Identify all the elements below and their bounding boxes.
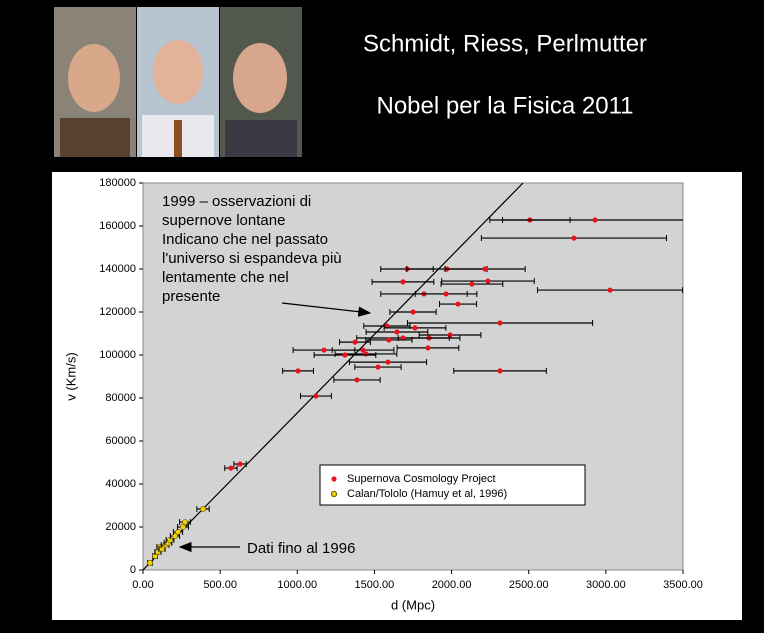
point bbox=[237, 461, 243, 467]
annotation: Dati fino al 1996 bbox=[247, 540, 355, 557]
annotation: l'universo si espandeva più bbox=[162, 250, 342, 267]
point bbox=[469, 281, 475, 287]
annotation: supernove lontane bbox=[162, 212, 285, 229]
x-tick-label: 3500.00 bbox=[663, 579, 703, 591]
point bbox=[400, 279, 406, 285]
photos bbox=[54, 7, 302, 157]
point bbox=[485, 278, 491, 284]
tie bbox=[174, 120, 182, 157]
point bbox=[571, 235, 577, 241]
legend-label: Calan/Tololo (Hamuy et al, 1996) bbox=[347, 488, 507, 500]
point bbox=[425, 345, 431, 351]
x-tick-label: 1500.00 bbox=[355, 579, 395, 591]
point bbox=[394, 329, 400, 335]
shirt bbox=[225, 120, 297, 157]
legend-label: Supernova Cosmology Project bbox=[347, 473, 496, 485]
shirt bbox=[60, 118, 130, 157]
slide-title: Schmidt, Riess, Perlmutter bbox=[363, 30, 647, 57]
x-tick-label: 2500.00 bbox=[509, 579, 549, 591]
y-axis-label: v (Km/s) bbox=[63, 352, 78, 400]
annotation: Indicano che nel passato bbox=[162, 231, 328, 248]
y-tick-label: 120000 bbox=[99, 306, 136, 318]
point bbox=[321, 347, 327, 353]
y-tick-label: 160000 bbox=[99, 220, 136, 232]
point bbox=[455, 301, 461, 307]
point bbox=[342, 352, 348, 358]
y-tick-label: 180000 bbox=[99, 177, 136, 189]
point bbox=[410, 309, 416, 315]
y-tick-label: 60000 bbox=[105, 435, 136, 447]
y-tick-label: 140000 bbox=[99, 263, 136, 275]
point bbox=[147, 560, 153, 566]
face bbox=[68, 44, 120, 112]
point bbox=[175, 529, 181, 535]
point bbox=[385, 359, 391, 365]
point bbox=[295, 368, 301, 374]
point bbox=[482, 266, 488, 272]
y-tick-label: 100000 bbox=[99, 349, 136, 361]
point bbox=[400, 335, 406, 341]
point bbox=[443, 291, 449, 297]
point bbox=[384, 323, 390, 329]
point bbox=[200, 506, 206, 512]
point bbox=[182, 519, 188, 525]
point bbox=[313, 393, 319, 399]
point bbox=[354, 377, 360, 383]
y-tick-label: 80000 bbox=[105, 392, 136, 404]
slide-subtitle: Nobel per la Fisica 2011 bbox=[376, 92, 633, 119]
annotation: presente bbox=[162, 288, 220, 305]
x-axis-label: d (Mpc) bbox=[391, 597, 435, 612]
point bbox=[447, 332, 453, 338]
point bbox=[352, 339, 358, 345]
marks bbox=[143, 183, 683, 570]
point bbox=[592, 217, 598, 223]
y-tick-label: 0 bbox=[130, 564, 136, 576]
point bbox=[180, 524, 186, 530]
x-tick-label: 3000.00 bbox=[586, 579, 626, 591]
annotation-arrow bbox=[281, 302, 372, 317]
legend-marker bbox=[330, 490, 338, 498]
point bbox=[159, 546, 165, 552]
y-tick-label: 40000 bbox=[105, 478, 136, 490]
point bbox=[375, 364, 381, 370]
point bbox=[497, 320, 503, 326]
y-tick-label: 20000 bbox=[105, 521, 136, 533]
annotation: 1999 – osservazioni di bbox=[162, 193, 311, 210]
face bbox=[233, 43, 287, 113]
annotation: lentamente che nel bbox=[162, 269, 289, 286]
x-tick-label: 0.00 bbox=[132, 579, 153, 591]
x-tick-label: 2000.00 bbox=[432, 579, 472, 591]
point bbox=[360, 347, 366, 353]
point bbox=[412, 325, 418, 331]
point bbox=[363, 351, 369, 357]
x-tick-label: 1000.00 bbox=[277, 579, 317, 591]
fit-line bbox=[143, 183, 524, 570]
point bbox=[497, 368, 503, 374]
point bbox=[228, 465, 234, 471]
legend-box bbox=[319, 464, 586, 506]
legend-marker bbox=[331, 476, 337, 482]
point bbox=[607, 287, 613, 293]
face bbox=[153, 40, 203, 104]
x-tick-label: 500.00 bbox=[203, 579, 237, 591]
point bbox=[386, 337, 392, 343]
